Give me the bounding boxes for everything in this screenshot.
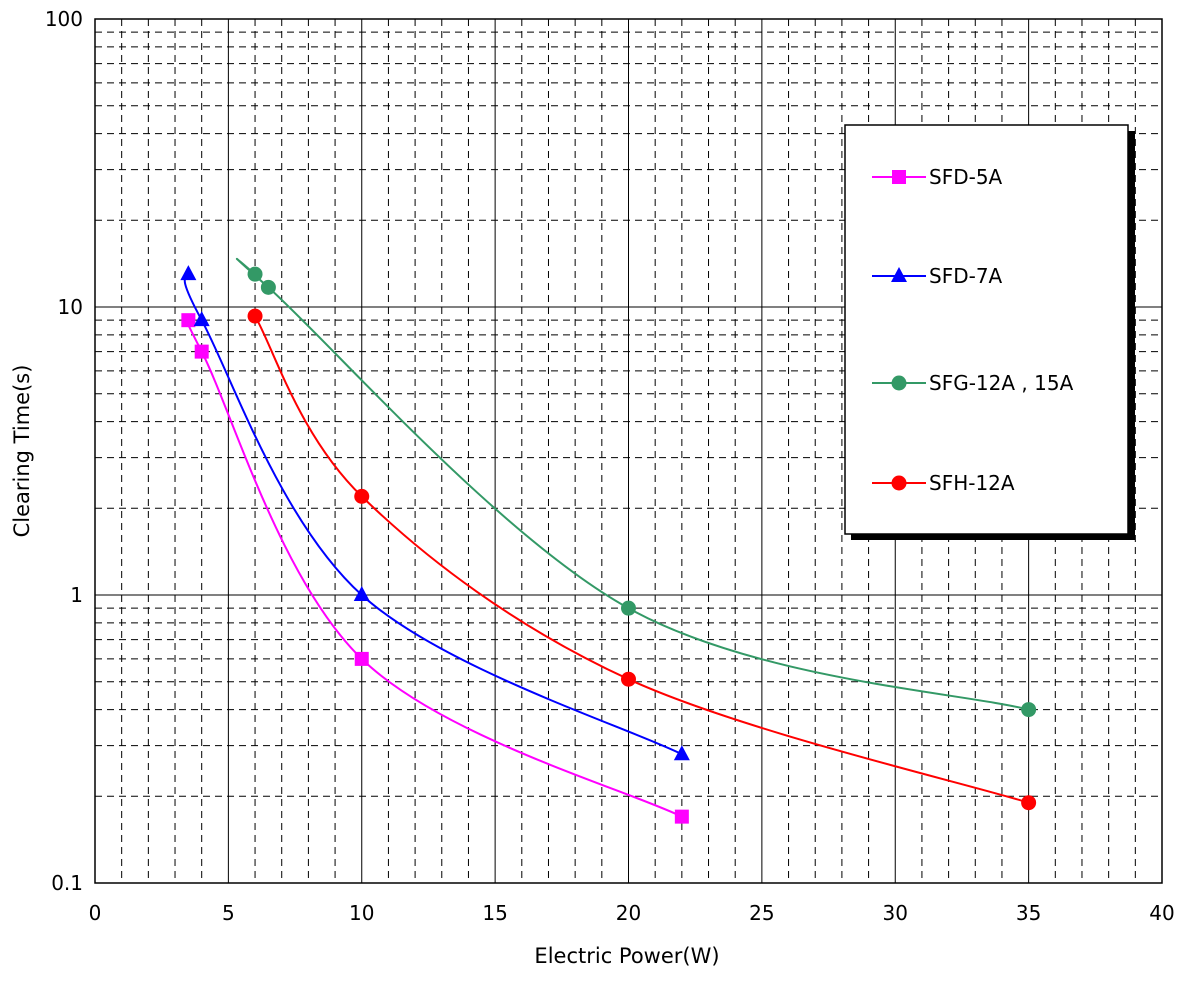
legend-box	[844, 124, 1129, 535]
legend-label: SFD-5A	[929, 165, 1003, 189]
x-tick-label: 35	[1016, 901, 1041, 925]
y-tick-label: 100	[45, 7, 83, 31]
x-tick-label: 5	[222, 901, 235, 925]
series-line-sfg-12a-15a	[235, 257, 1029, 711]
legend-swatch-marker	[891, 475, 907, 491]
series-sfg-12a-15a	[235, 257, 1037, 718]
x-tick-label: 0	[89, 901, 102, 925]
plot-frame	[94, 18, 1163, 884]
series-line-sfd-5a	[183, 315, 683, 818]
data-point-sfd-5a	[181, 313, 196, 328]
tick-labels: 0 5 10 15 20 25 30 35 40 0.1 1 10 100	[45, 7, 1175, 925]
legend-label: SFD-7A	[929, 264, 1003, 288]
series-layer	[180, 257, 1037, 824]
data-point-sfg-12a-15a	[621, 600, 636, 616]
legend-entry-sfd-5a: SFD-5A	[872, 165, 1003, 189]
data-point-sfd-5a	[354, 651, 369, 666]
legend: SFD-5A SFD-7A SFG-12A , 15A SFH-12A	[844, 124, 1135, 540]
data-point-sfd-5a	[674, 809, 689, 824]
legend-entry-sfg-12a-15a: SFG-12A , 15A	[872, 371, 1074, 395]
data-point-sfg-12a-15a	[1021, 702, 1037, 718]
data-point-sfd-5a	[194, 344, 209, 359]
x-tick-label: 20	[616, 901, 641, 925]
data-point-sfd-7a	[193, 311, 210, 327]
x-tick-label: 30	[883, 901, 908, 925]
x-tick-label: 25	[749, 901, 774, 925]
data-point-sfd-7a	[353, 586, 370, 601]
legend-entry-sfh-12a: SFH-12A	[872, 471, 1015, 495]
data-point-sfh-12a	[1021, 795, 1037, 811]
data-point-sfg-12a-15a	[247, 266, 263, 282]
legend-swatch-marker	[892, 170, 906, 184]
legend-swatch-marker	[891, 375, 907, 391]
series-sfh-12a	[247, 308, 1037, 811]
data-point-sfd-7a	[673, 745, 690, 761]
series-line-sfh-12a	[254, 315, 1029, 804]
series-sfd-7a	[180, 265, 690, 761]
data-point-sfh-12a	[247, 308, 263, 324]
y-tick-label: 0.1	[51, 871, 83, 895]
legend-swatch-marker	[891, 267, 907, 282]
data-point-sfd-7a	[180, 265, 197, 281]
series-sfd-5a	[181, 313, 689, 824]
legend-label: SFG-12A , 15A	[929, 371, 1074, 395]
y-tick-label: 10	[58, 295, 83, 319]
x-tick-label: 15	[482, 901, 507, 925]
data-point-sfh-12a	[354, 488, 370, 504]
series-line-sfd-7a	[183, 273, 683, 756]
x-tick-label: 40	[1149, 901, 1174, 925]
data-point-sfg-12a-15a	[260, 279, 276, 295]
y-axis-label: Clearing Time(s)	[10, 365, 34, 538]
x-axis-label: Electric Power(W)	[534, 944, 719, 968]
data-point-sfh-12a	[621, 671, 636, 687]
x-tick-label: 10	[349, 901, 374, 925]
legend-label: SFH-12A	[929, 471, 1015, 495]
y-tick-label: 1	[70, 583, 83, 607]
legend-entry-sfd-7a: SFD-7A	[872, 264, 1003, 288]
